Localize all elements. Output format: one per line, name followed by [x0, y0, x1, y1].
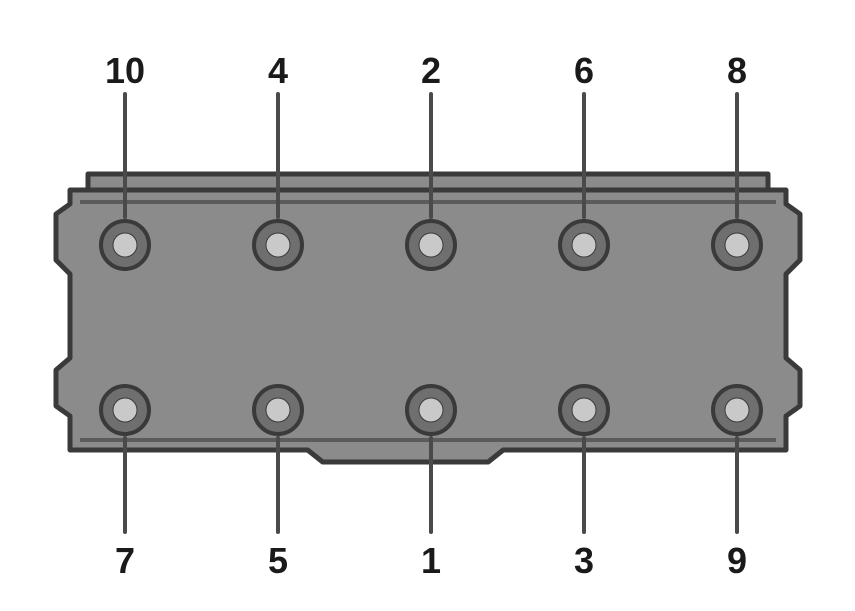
bolt-label-9: 9	[707, 540, 767, 582]
bolt-label-10: 10	[95, 50, 155, 92]
leader-bottom-5	[276, 436, 280, 534]
leader-top-2	[429, 92, 433, 219]
leader-top-6	[582, 92, 586, 219]
leader-bottom-7	[123, 436, 127, 534]
bolt-label-7: 7	[95, 540, 155, 582]
diagram-stage: 10 4 2 6 8 7 5 1 3 9	[0, 0, 855, 611]
leader-bottom-9	[735, 436, 739, 534]
bolt-label-8: 8	[707, 50, 767, 92]
leader-top-10	[123, 92, 127, 219]
bolt-label-5: 5	[248, 540, 308, 582]
leader-bottom-3	[582, 436, 586, 534]
cylinder-head-block	[52, 170, 804, 470]
bolt-label-2: 2	[401, 50, 461, 92]
leader-top-4	[276, 92, 280, 219]
bolt-label-6: 6	[554, 50, 614, 92]
bolt-label-3: 3	[554, 540, 614, 582]
leader-top-8	[735, 92, 739, 219]
leader-bottom-1	[429, 436, 433, 534]
bolt-label-1: 1	[401, 540, 461, 582]
bolt-label-4: 4	[248, 50, 308, 92]
